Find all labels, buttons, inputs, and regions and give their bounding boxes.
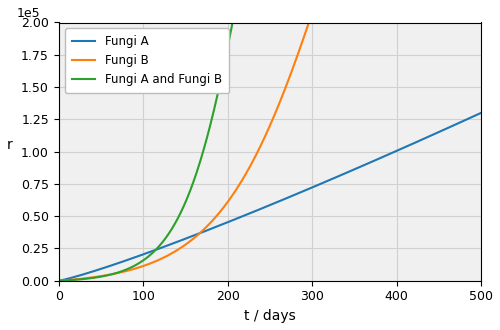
Fungi A and Fungi B — [104, 274, 110, 278]
Fungi A and Fungi B — [218, 79, 224, 83]
Fungi A and Fungi B — [129, 265, 135, 269]
Y-axis label: r: r — [7, 138, 12, 152]
Fungi A — [218, 223, 224, 227]
Fungi A — [236, 216, 242, 220]
Fungi A — [478, 111, 484, 115]
Fungi B — [218, 209, 224, 213]
Line: Fungi A and Fungi B: Fungi A and Fungi B — [58, 0, 481, 281]
Fungi A — [104, 265, 110, 269]
Line: Fungi B: Fungi B — [58, 0, 481, 281]
Legend: Fungi A, Fungi B, Fungi A and Fungi B: Fungi A, Fungi B, Fungi A and Fungi B — [64, 28, 229, 93]
Fungi A and Fungi B — [56, 279, 62, 283]
Fungi A — [129, 256, 135, 260]
Line: Fungi A: Fungi A — [58, 113, 481, 281]
Fungi B — [236, 183, 242, 187]
Fungi A — [470, 115, 476, 119]
Fungi B — [56, 279, 62, 283]
Fungi B — [129, 268, 135, 272]
Text: 1e5: 1e5 — [17, 7, 40, 20]
Fungi A — [424, 135, 430, 139]
X-axis label: t / days: t / days — [244, 309, 296, 323]
Fungi A — [56, 279, 62, 283]
Fungi B — [104, 273, 110, 277]
